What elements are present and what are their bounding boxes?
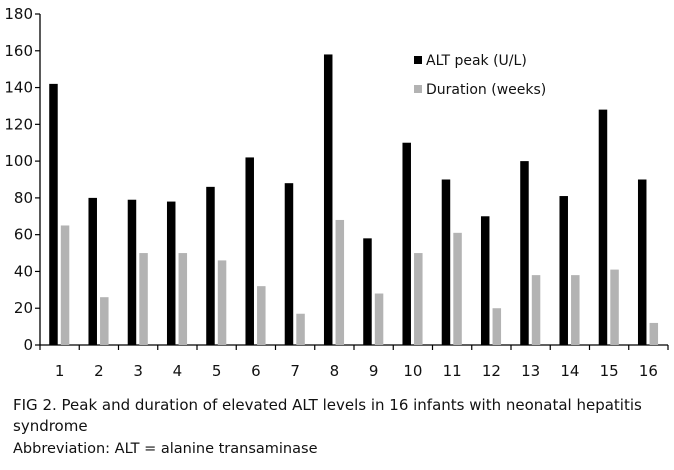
duration-bar	[335, 219, 345, 345]
alt-peak-bar	[49, 83, 58, 345]
x-tick-label: 15	[600, 362, 619, 380]
x-tick-label: 3	[133, 362, 143, 380]
y-tick-label: 180	[4, 5, 33, 23]
alt-peak-bar	[88, 197, 97, 345]
duration-bar	[178, 253, 188, 345]
duration-bar	[492, 308, 502, 345]
x-tick-label: 8	[330, 362, 340, 380]
duration-bar	[257, 286, 266, 345]
y-tick-label: 40	[14, 262, 33, 280]
y-tick-label: 100	[4, 152, 33, 170]
x-tick-label: 1	[55, 362, 65, 380]
y-tick-label: 140	[4, 79, 33, 97]
chart-bars	[49, 54, 659, 345]
figure-abbreviation: Abbreviation: ALT = alanine transaminase	[13, 441, 318, 457]
figure-caption: FIG 2. Peak and duration of elevated ALT…	[13, 396, 642, 435]
alt-peak-bar	[480, 216, 490, 345]
x-tick-label: 12	[482, 362, 501, 380]
x-tick-label: 5	[212, 362, 222, 380]
alt-peak-bar	[441, 179, 451, 345]
alt-peak-bar	[520, 161, 529, 345]
alt-peak-bar	[598, 109, 608, 345]
duration-bar	[217, 260, 227, 345]
duration-bar	[649, 322, 659, 345]
y-tick-label: 120	[4, 115, 33, 133]
alt-peak-bar	[402, 142, 411, 345]
alt-peak-bar	[206, 186, 215, 345]
x-tick-label: 16	[639, 362, 658, 380]
chart-legend: ALT peak (U/L) Duration (weeks)	[414, 53, 546, 98]
duration-bar	[531, 275, 541, 345]
alt-peak-bar	[323, 54, 333, 345]
x-tick-label: 6	[251, 362, 261, 380]
duration-bar	[453, 232, 462, 345]
legend-swatch-duration	[414, 85, 422, 93]
duration-bar	[610, 269, 619, 345]
y-tick-label: 160	[4, 42, 33, 60]
alt-peak-bar	[363, 238, 372, 345]
alt-peak-bar	[127, 199, 137, 345]
y-tick-label: 0	[23, 336, 33, 354]
alt-peak-bar	[245, 157, 254, 345]
alt-peak-bar	[559, 196, 568, 345]
x-tick-label: 10	[403, 362, 422, 380]
x-tick-label: 2	[94, 362, 104, 380]
duration-bar	[100, 297, 109, 345]
x-tick-label: 4	[173, 362, 183, 380]
duration-bar	[571, 275, 580, 345]
legend-label-duration: Duration (weeks)	[426, 82, 546, 98]
x-tick-label: 13	[521, 362, 540, 380]
y-tick-label: 60	[14, 226, 33, 244]
x-tick-label: 11	[443, 362, 462, 380]
duration-bar	[139, 253, 148, 345]
duration-bar	[296, 313, 305, 345]
legend-swatch-alt-peak	[414, 56, 422, 64]
x-tick-label: 9	[369, 362, 379, 380]
duration-bar	[374, 293, 384, 345]
x-tick-label: 7	[290, 362, 300, 380]
duration-bar	[60, 225, 70, 345]
alt-peak-bar	[284, 183, 294, 345]
x-tick-label: 14	[560, 362, 579, 380]
alt-peak-bar	[166, 201, 176, 345]
y-tick-label: 20	[14, 299, 33, 317]
legend-label-alt-peak: ALT peak (U/L)	[426, 53, 527, 69]
y-tick-label: 80	[14, 189, 33, 207]
duration-bar	[414, 253, 423, 345]
alt-peak-bar	[637, 179, 647, 345]
